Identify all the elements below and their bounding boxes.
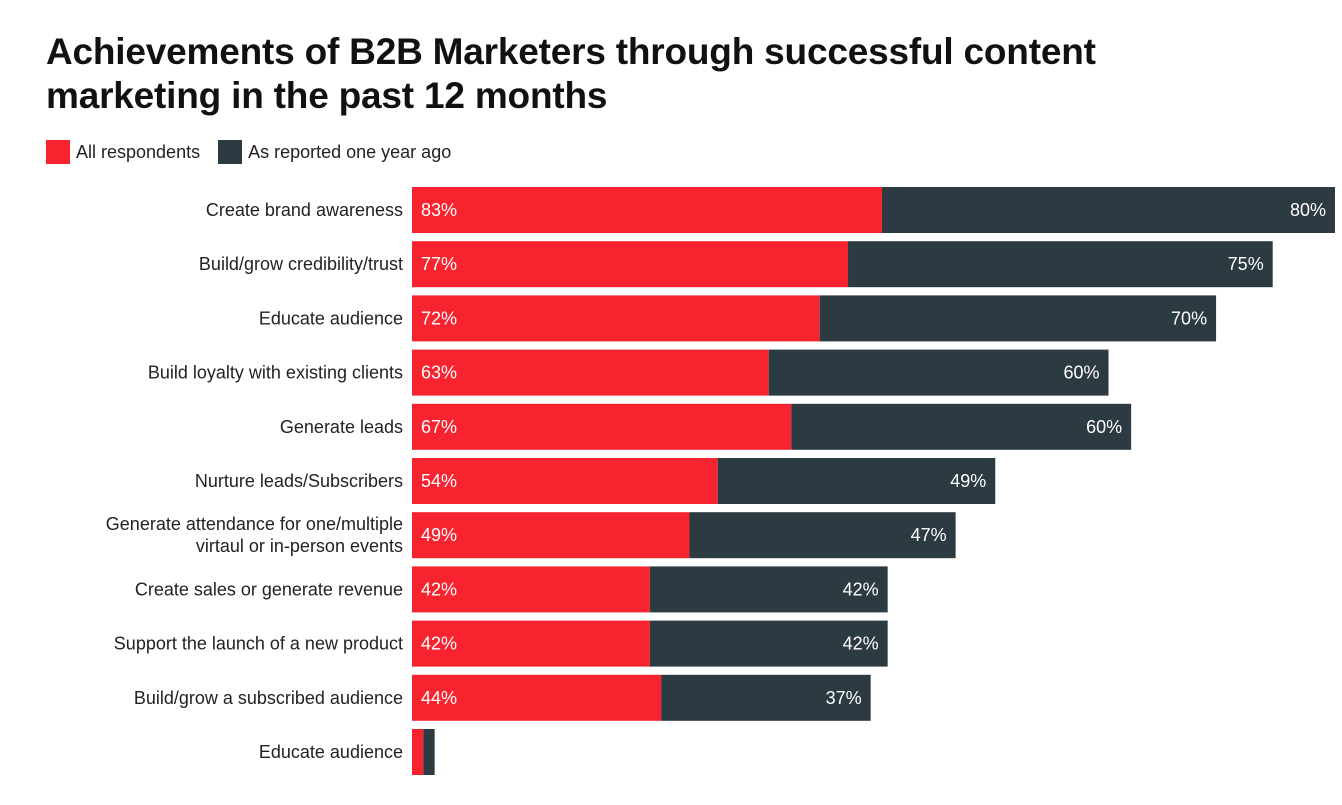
data-label-all-respondents: 77%	[421, 254, 457, 274]
legend-swatch-one-year-ago	[218, 140, 243, 164]
bar-row: Support the launch of a new product 42% 42…	[114, 620, 888, 667]
category-label-line: Build loyalty with existing clients	[148, 363, 403, 383]
chart-title: Achievements of B2B Marketers through su…	[46, 31, 1096, 116]
category-label: Nurture leads/Subscribers	[195, 471, 403, 491]
bar-row: Build/grow credibility/trust 77% 75%	[199, 241, 1273, 288]
bar-row: Create sales or generate revenue 42% 42%	[135, 566, 888, 613]
category-label: Generate leads	[280, 417, 403, 437]
data-label-all-respondents: 42%	[421, 579, 457, 599]
bar-row: Create brand awareness 83% 80%	[206, 187, 1335, 233]
category-label-line: Nurture leads/Subscribers	[195, 471, 403, 491]
data-label-one-year-ago: 80%	[1290, 200, 1326, 220]
bar-one-year-ago	[661, 674, 871, 721]
bar-one-year-ago	[848, 241, 1273, 288]
bar-one-year-ago	[717, 458, 996, 504]
bar-row: Educate audience 72% 70%	[259, 295, 1217, 342]
data-label-all-respondents: 54%	[421, 471, 457, 491]
legend-item-all-respondents: All respondents	[46, 140, 200, 164]
bar-all-respondents	[412, 729, 424, 775]
bar-row: Nurture leads/Subscribers 54% 49%	[195, 458, 996, 504]
bar-row: Build/grow a subscribed audience 44% 37%	[134, 674, 871, 721]
data-label-all-respondents: 49%	[421, 525, 457, 545]
data-label-one-year-ago: 42%	[843, 634, 879, 654]
data-label-one-year-ago: 42%	[843, 579, 879, 599]
legend-swatch-all-respondents	[46, 140, 70, 164]
bar-all-respondents	[412, 241, 849, 288]
category-label: Build/grow a subscribed audience	[134, 688, 403, 708]
category-label-line: Create brand awareness	[206, 200, 403, 220]
bar-one-year-ago	[819, 295, 1217, 342]
bar-one-year-ago	[689, 512, 956, 559]
legend-label-all-respondents: All respondents	[76, 141, 201, 162]
legend-label-one-year-ago: As reported one year ago	[248, 141, 452, 162]
category-label: Build/grow credibility/trust	[199, 254, 403, 274]
bar-all-respondents	[412, 349, 769, 396]
chart-legend: All respondents As reported one year ago	[46, 140, 469, 164]
bar-all-respondents	[412, 512, 690, 559]
category-label: Create sales or generate revenue	[135, 579, 403, 599]
category-label-line: Generate leads	[280, 417, 403, 437]
data-label-all-respondents: 44%	[421, 688, 457, 708]
bar-one-year-ago	[649, 620, 888, 667]
data-label-one-year-ago: 75%	[1228, 254, 1264, 274]
category-label-line: Educate audience	[259, 308, 403, 328]
data-label-one-year-ago: 60%	[1063, 363, 1099, 383]
bar-row: Build loyalty with existing clients 63% 60…	[148, 349, 1109, 396]
bar-row: Generate leads 67% 60%	[280, 403, 1132, 450]
data-label-one-year-ago: 47%	[911, 525, 947, 545]
bar-row: Generate attendance for one/multiple virt…	[106, 512, 956, 559]
category-label-line: virtaul or in-person events	[196, 536, 403, 556]
bar-one-year-ago	[768, 349, 1109, 396]
data-label-all-respondents: 72%	[421, 308, 457, 328]
data-label-one-year-ago: 49%	[950, 471, 986, 491]
category-label-line: Build/grow credibility/trust	[199, 254, 403, 274]
bar-row: Educate audience	[259, 729, 435, 775]
category-label: Support the launch of a new product	[114, 634, 403, 654]
legend-item-one-year-ago: As reported one year ago	[218, 140, 451, 164]
category-label: Build loyalty with existing clients	[148, 363, 403, 383]
bar-one-year-ago	[881, 187, 1335, 233]
category-label: Generate attendance for one/multiple virt…	[106, 514, 403, 556]
bar-one-year-ago	[649, 566, 888, 613]
bar-one-year-ago	[423, 729, 435, 775]
data-label-all-respondents: 83%	[421, 200, 457, 220]
bar-one-year-ago	[791, 403, 1132, 450]
category-label: Educate audience	[259, 308, 403, 328]
data-label-one-year-ago: 70%	[1171, 308, 1207, 328]
bar-all-respondents	[412, 295, 820, 342]
bar-all-respondents	[412, 566, 650, 613]
category-label-line: Support the launch of a new product	[114, 634, 403, 654]
category-label-line: Build/grow a subscribed audience	[134, 688, 403, 708]
category-label-line: Create sales or generate revenue	[135, 579, 403, 599]
category-label-line: Generate attendance for one/multiple	[106, 514, 403, 534]
data-label-all-respondents: 42%	[421, 634, 457, 654]
bar-all-respondents	[412, 458, 718, 504]
data-label-all-respondents: 63%	[421, 363, 457, 383]
bar-all-respondents	[412, 674, 662, 721]
bar-all-respondents	[412, 403, 792, 450]
category-label-line: Educate audience	[259, 742, 403, 762]
bar-all-respondents	[412, 620, 650, 667]
bar-all-respondents	[412, 187, 882, 233]
data-label-one-year-ago: 37%	[826, 688, 862, 708]
data-label-one-year-ago: 60%	[1086, 417, 1122, 437]
category-label: Educate audience	[259, 742, 403, 762]
category-label: Create brand awareness	[206, 200, 403, 220]
data-label-all-respondents: 67%	[421, 417, 457, 437]
